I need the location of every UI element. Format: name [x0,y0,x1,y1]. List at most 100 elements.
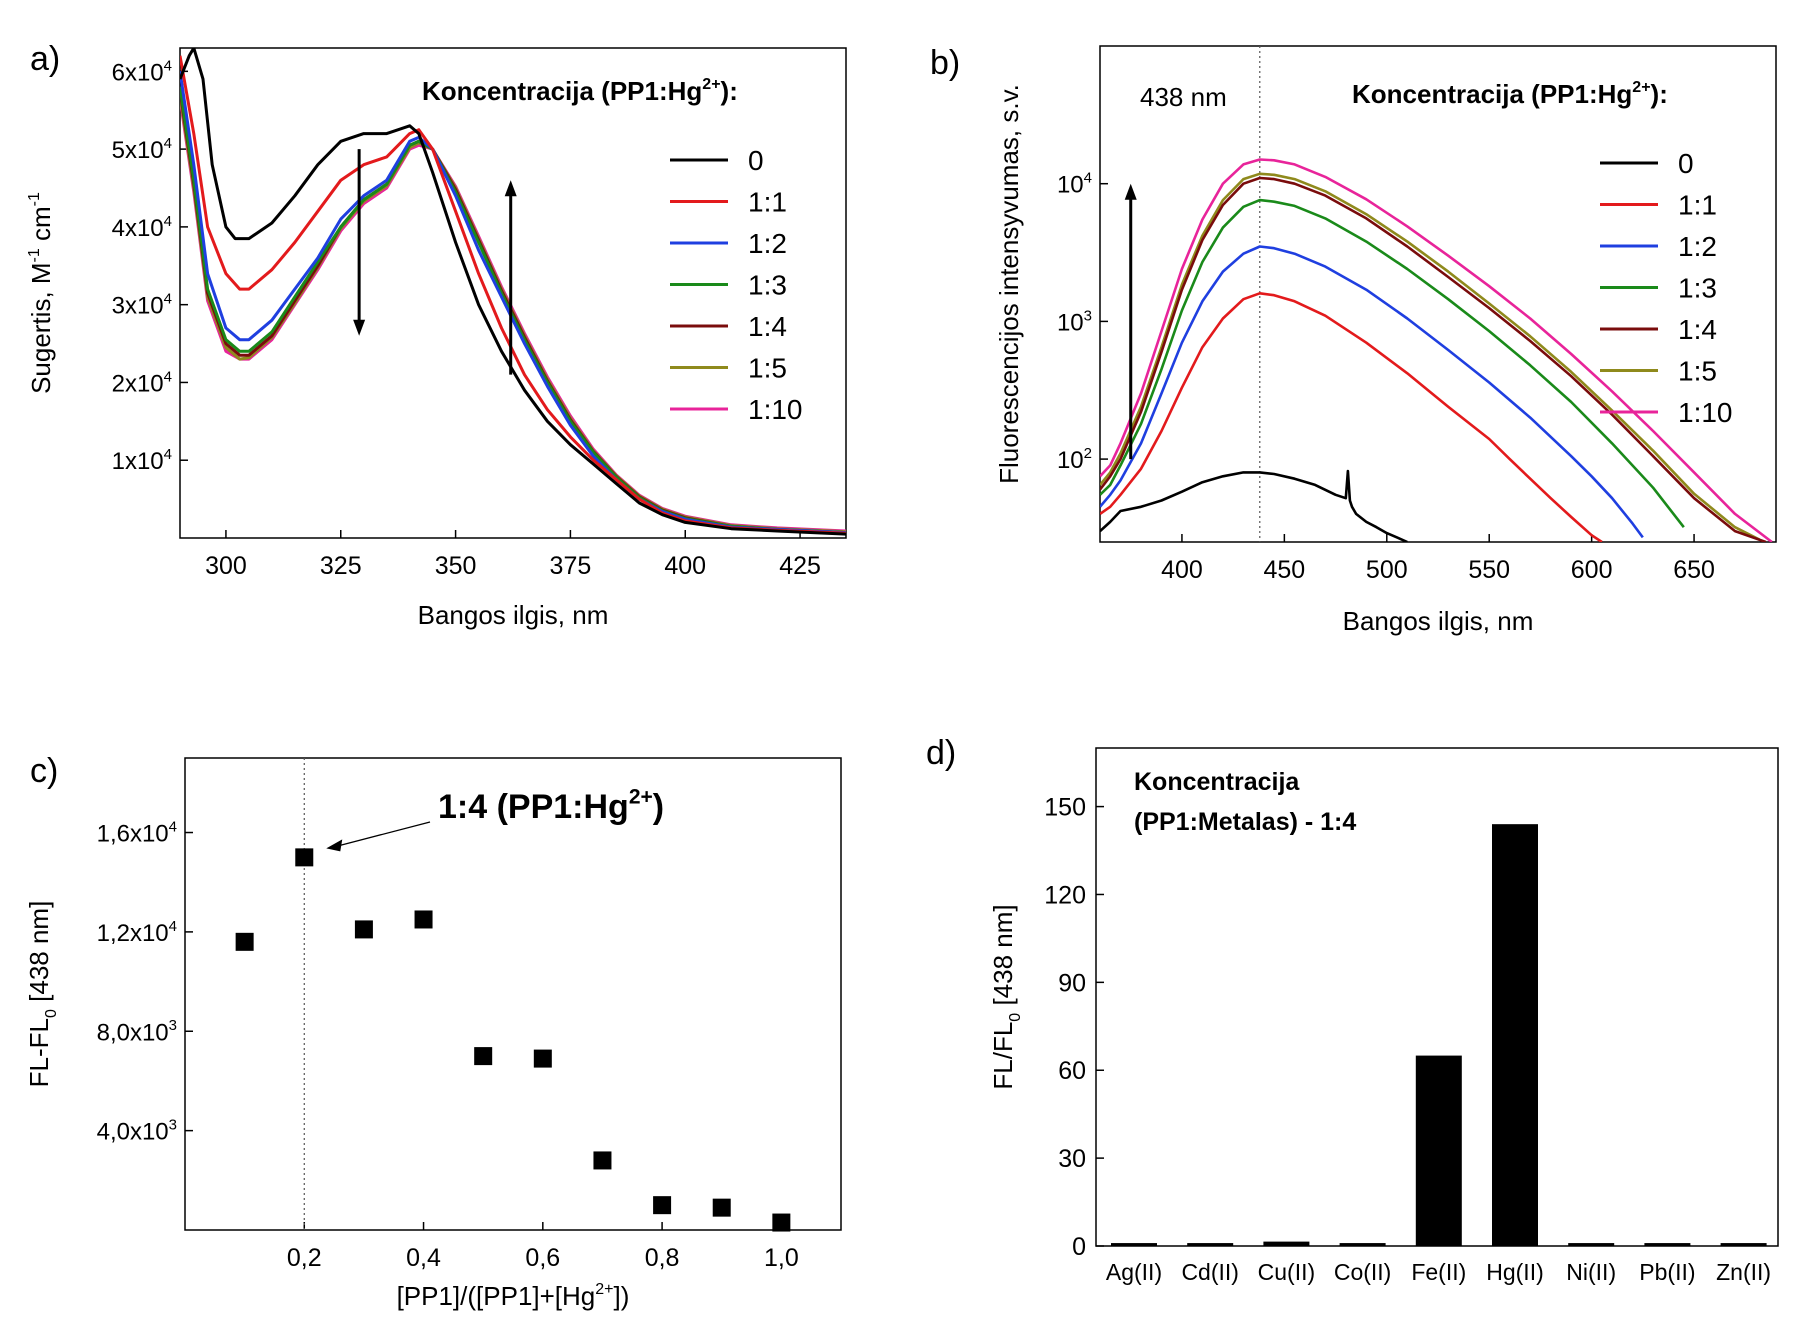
a-x-axis-label: Bangos ilgis, nm [418,600,609,630]
d-x-tick-label-8: Zn(II) [1716,1259,1771,1285]
c-y-tick-label-2: 1,2x104 [97,918,177,947]
d-x-tick-label-7: Pb(II) [1639,1259,1695,1285]
d-y-tick-label-5: 150 [1044,794,1086,822]
a-y-tick-label-4: 5x104 [112,135,172,164]
b-legend-title: Koncentracija (PP1:Hg2+): [1352,79,1668,109]
b-x-tick-label-4: 600 [1571,556,1613,584]
a-y-tick-label-2: 3x104 [112,291,172,320]
a-series-line-0 [180,48,846,536]
c-annotation-label: 1:4 (PP1:Hg2+) [438,786,664,826]
b-legend-label-3: 1:3 [1678,273,1717,304]
panel-a-chart: 300 325 350 375 400 425 1x104 2x104 3x104 4x104 5x… [26,47,847,630]
a-x-tick-label-2: 350 [435,552,477,580]
c-scatter-point-4 [474,1047,493,1066]
b-series-group [1100,158,1773,542]
a-arrow-1-head [504,180,517,197]
d-bar-8 [1720,1243,1767,1246]
a-series-line-1 [180,55,846,535]
c-scatter-point-2 [354,920,373,939]
d-x-tick-label-3: Co(II) [1334,1259,1392,1285]
b-arrow-0-head [1124,183,1137,200]
c-y-axis-label: FL-FL0 [438 nm] [24,901,60,1088]
b-x-tick-label-2: 500 [1366,556,1408,584]
a-plot-frame [179,47,847,539]
a-arrow-0-head [353,319,366,336]
a-legend-label-4: 1:4 [748,311,787,342]
d-y-tick-label-0: 0 [1072,1233,1086,1261]
b-y-tick-label-1: 103 [1057,307,1092,336]
c-scatter-point-9 [772,1213,791,1232]
b-peak-label: 438 nm [1140,82,1227,112]
c-x-axis-label: [PP1]/([PP1]+[Hg2+]) [397,1281,630,1311]
panel-b-chart: 400 450 500 550 600 650 102 103 104 Bangos ilgis,… [994,45,1777,636]
d-y-tick-label-2: 60 [1058,1057,1086,1085]
panel-d-label: d) [926,734,956,772]
a-x-tick-label-4: 400 [664,552,706,580]
d-legend-line-1: (PP1:Metalas) - 1:4 [1134,808,1356,836]
c-annotation-arrow-line [336,821,431,847]
a-legend-label-5: 1:5 [748,353,787,384]
b-series-line-0 [1100,469,1408,542]
d-bar-3 [1339,1243,1386,1246]
b-x-tick-label-3: 550 [1468,556,1510,584]
a-x-tick-label-5: 425 [779,552,821,580]
c-y-tick-label-0: 4,0x103 [97,1117,177,1146]
c-scatter-point-6 [593,1151,612,1170]
b-y-tick-label-0: 102 [1057,445,1092,474]
b-x-tick-label-1: 450 [1264,556,1306,584]
d-x-tick-label-6: Ni(II) [1566,1259,1616,1285]
panel-d-chart: 0 30 60 90 120 150 FL/FL0 [438 nm] Ag(II) Cd(II)… [988,747,1779,1285]
c-annotation-arrow-head [326,839,343,852]
d-y-tick-label-1: 30 [1058,1145,1086,1173]
a-legend-title: Koncentracija (PP1:Hg2+): [422,76,738,106]
c-scatter-point-5 [533,1049,552,1068]
b-legend-label-1: 1:1 [1678,190,1717,221]
d-y-tick-label-3: 90 [1058,969,1086,997]
c-x-tick-label-0: 0,2 [287,1244,322,1272]
d-bar-1 [1187,1243,1234,1246]
c-x-tick-label-3: 0,8 [645,1244,680,1272]
b-plot-frame [1099,45,1777,543]
d-x-tick-label-1: Cd(II) [1181,1259,1239,1285]
a-x-tick-label-0: 300 [205,552,247,580]
a-y-tick-label-3: 4x104 [112,213,172,242]
a-x-tick-label-3: 375 [550,552,592,580]
b-x-axis-label: Bangos ilgis, nm [1343,606,1534,636]
a-y-axis-label: Sugertis, M-1 cm-1 [26,192,56,394]
b-series-line-2 [1100,245,1644,539]
a-y-tick-label-0: 1x104 [112,446,172,475]
c-plot-frame [184,757,842,1231]
a-y-tick-label-5: 6x104 [112,57,172,86]
a-legend-label-0: 0 [748,145,764,176]
d-x-tick-label-5: Hg(II) [1486,1259,1544,1285]
b-y-axis-label: Fluorescencijos intensyvumas, s.v. [994,84,1024,484]
b-x-tick-label-0: 400 [1161,556,1203,584]
panel-b-label: b) [930,44,960,82]
b-series-line-4 [1100,176,1767,542]
a-legend-label-6: 1:10 [748,394,803,425]
d-bar-7 [1644,1243,1691,1246]
panel-c-chart: 0,2 0,4 0,6 0,8 1,0 4,0x103 8,0x103 1,2x104 1,6x… [24,757,842,1311]
b-series-line-5 [1100,172,1761,541]
d-x-tick-label-0: Ag(II) [1106,1259,1162,1285]
b-legend-label-2: 1:2 [1678,231,1717,262]
a-legend-label-2: 1:2 [748,228,787,259]
d-y-tick-label-4: 120 [1044,881,1086,909]
c-scatter-point-8 [712,1198,731,1217]
b-legend-label-6: 1:10 [1678,397,1733,428]
d-legend-line-0: Koncentracija [1134,768,1300,796]
c-scatter-point-7 [653,1196,672,1215]
b-x-tick-label-5: 650 [1673,556,1715,584]
a-legend-label-3: 1:3 [748,270,787,301]
d-x-tick-label-4: Fe(II) [1411,1259,1466,1285]
b-series-line-3 [1100,198,1685,528]
d-bar-6 [1568,1243,1615,1246]
d-bar-4 [1415,1055,1462,1246]
a-series-line-2 [180,71,846,535]
a-x-tick-label-1: 325 [320,552,362,580]
d-bar-0 [1111,1243,1157,1246]
b-legend-label-4: 1:4 [1678,314,1717,345]
c-scatter-point-3 [414,910,433,929]
